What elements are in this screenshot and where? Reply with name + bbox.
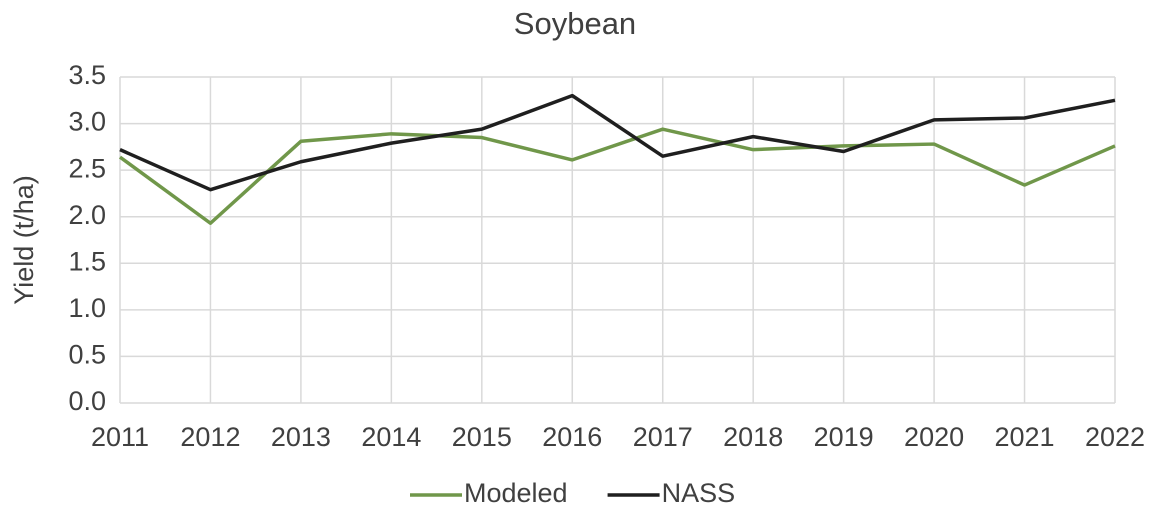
x-tick-label: 2014 [361, 422, 421, 452]
x-tick-label: 2012 [180, 422, 240, 452]
x-tick-label: 2015 [452, 422, 512, 452]
x-tick-label: 2020 [904, 422, 964, 452]
y-tick-label: 1.5 [68, 246, 106, 276]
y-tick-label: 2.5 [68, 153, 106, 183]
x-tick-label: 2011 [91, 422, 149, 452]
legend-label: NASS [662, 478, 736, 508]
chart-title: Soybean [514, 6, 636, 41]
line-series [118, 127, 1116, 225]
y-tick-label: 0.5 [68, 340, 106, 370]
y-tick-label: 2.0 [68, 200, 106, 230]
y-axis-label: Yield (t/ha) [9, 175, 39, 305]
x-tick-label: 2016 [542, 422, 602, 452]
x-tick-label: 2019 [814, 422, 874, 452]
x-tick-label: 2017 [633, 422, 693, 452]
x-tick-label: 2022 [1085, 422, 1145, 452]
x-tick-label: 2021 [995, 422, 1055, 452]
y-tick-label: 3.5 [68, 60, 106, 90]
x-tick-label: 2013 [271, 422, 331, 452]
x-tick-label: 2018 [723, 422, 783, 452]
legend-label: Modeled [464, 478, 568, 508]
y-tick-label: 3.0 [68, 107, 106, 137]
line-series [119, 93, 1116, 192]
y-tick-label: 1.0 [68, 293, 106, 323]
y-tick-label: 0.0 [68, 386, 106, 416]
